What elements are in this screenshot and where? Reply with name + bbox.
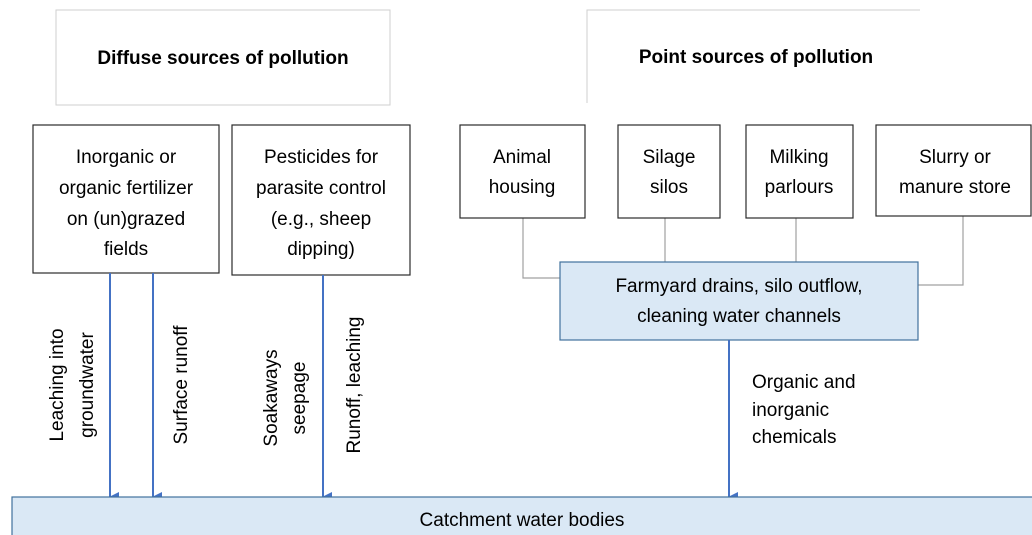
box-text: on (un)grazed — [67, 209, 185, 230]
box-text: organic fertilizer — [59, 178, 194, 199]
box-text: Milking — [769, 147, 828, 168]
header-box — [586, 9, 920, 103]
source-box — [459, 124, 586, 219]
source-box — [32, 124, 220, 274]
box-text: cleaning water channels — [637, 306, 841, 327]
source-box — [231, 124, 411, 276]
flow-label: seepage — [289, 362, 310, 435]
box-text: silos — [650, 177, 688, 198]
box-text: Farmyard drains, silo outflow, — [615, 276, 862, 297]
flow-label: Leaching into — [47, 328, 68, 441]
box-text: Silage — [643, 147, 696, 168]
box-text: Inorganic or — [76, 147, 177, 168]
flow-label: Organic and — [752, 372, 856, 393]
collector-box — [559, 261, 919, 341]
box-text: Slurry or — [919, 147, 991, 168]
box-text: Animal — [493, 147, 551, 168]
connector — [522, 218, 560, 279]
flow-label: inorganic — [752, 400, 829, 421]
header-box — [55, 9, 391, 106]
box-text: parasite control — [256, 178, 386, 199]
flow-label: Soakaways — [261, 349, 282, 446]
flow-label: Runoff, leaching — [344, 317, 365, 454]
box-text: Pesticides for — [264, 147, 379, 168]
source-box — [745, 124, 854, 219]
box-text: manure store — [899, 177, 1011, 198]
flow-label: Surface runoff — [171, 325, 192, 445]
box-text: parlours — [765, 177, 834, 198]
connector — [918, 216, 964, 286]
source-box — [617, 124, 721, 219]
source-box — [875, 124, 1032, 217]
flow-label: groundwater — [77, 332, 98, 438]
sink-box — [11, 496, 1032, 535]
header-text: Diffuse sources of pollution — [97, 48, 348, 69]
header-text: Point sources of pollution — [639, 47, 873, 68]
box-text: dipping) — [287, 239, 355, 260]
sink-text: Catchment water bodies — [420, 510, 625, 531]
box-text: fields — [104, 239, 148, 260]
flow-label: chemicals — [752, 427, 836, 448]
box-text: housing — [489, 177, 556, 198]
box-text: (e.g., sheep — [271, 209, 371, 230]
